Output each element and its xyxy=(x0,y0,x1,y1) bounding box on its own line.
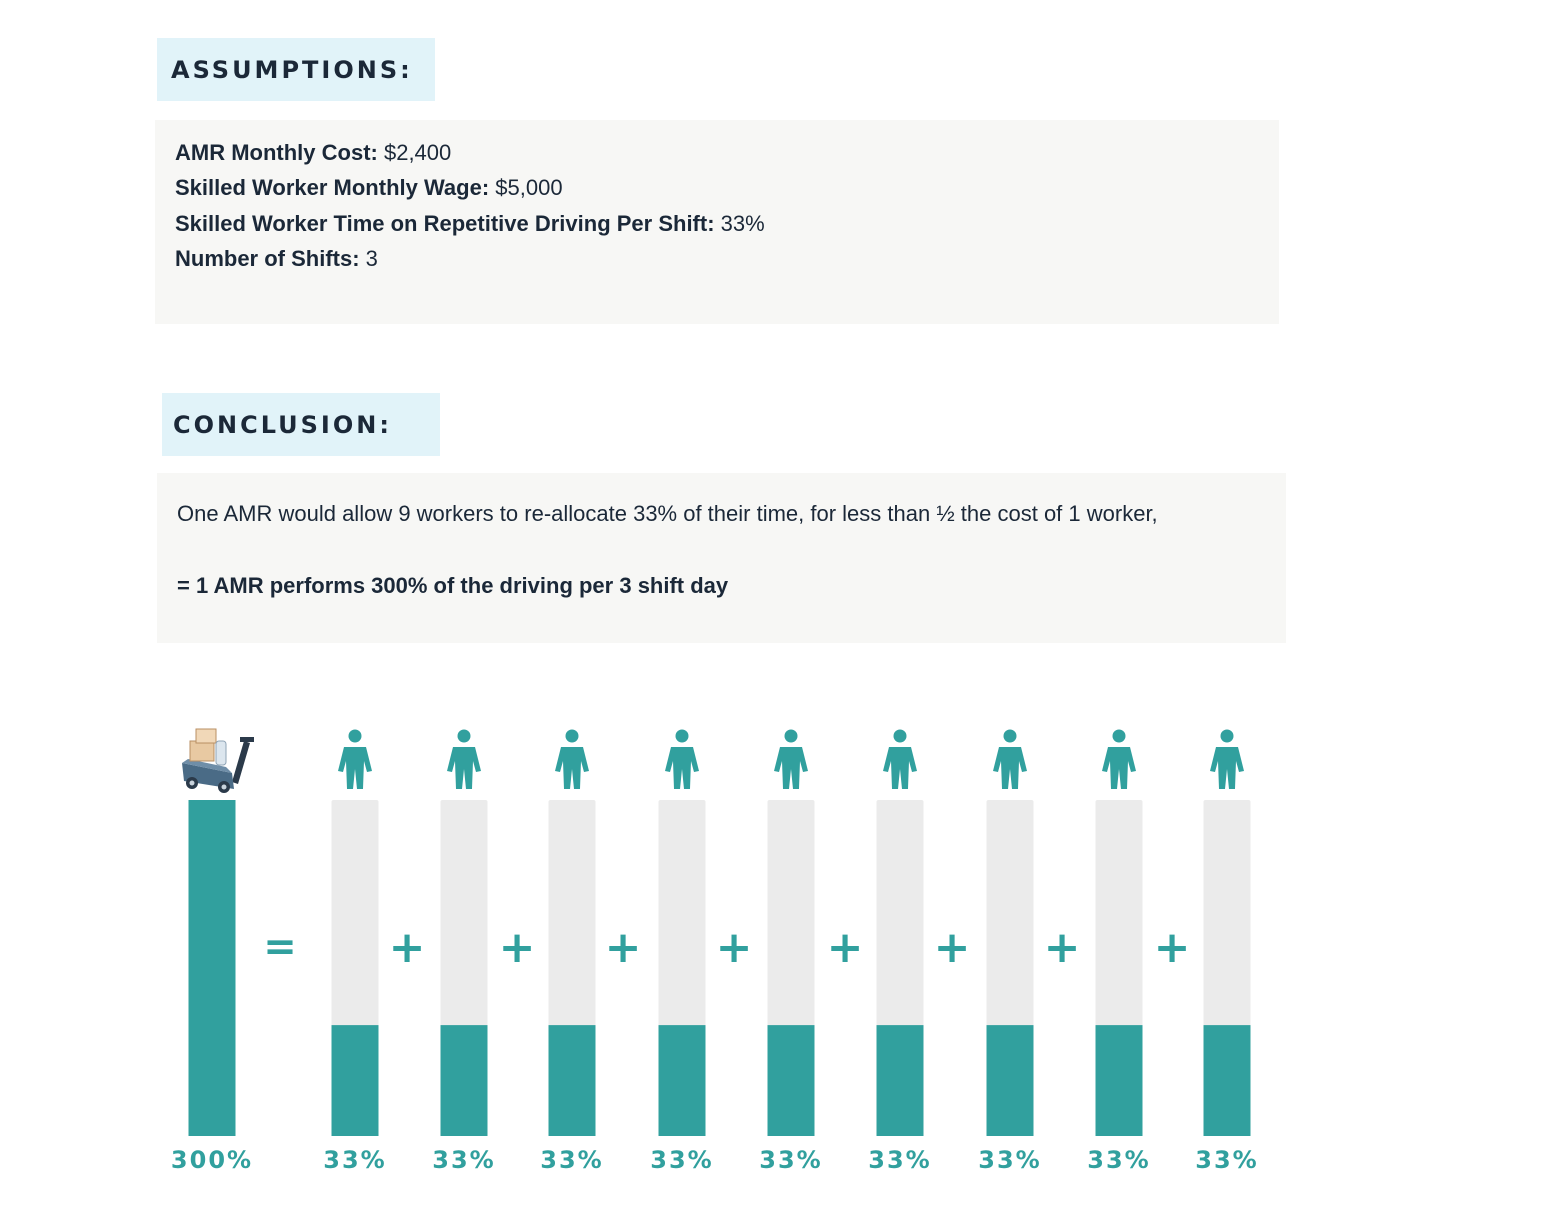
conclusion-title: CONCLUSION: xyxy=(173,410,392,439)
plus-sign: + xyxy=(499,922,536,973)
plus-sign: + xyxy=(716,922,753,973)
data-label-8: 33% xyxy=(1087,1146,1150,1174)
assumption-driving-time: Skilled Worker Time on Repetitive Drivin… xyxy=(175,211,765,237)
worker-icon xyxy=(555,729,589,789)
bar-worker-2 xyxy=(440,1025,488,1136)
assumption-value: $5,000 xyxy=(489,175,563,200)
worker-head xyxy=(675,729,689,743)
assumptions-panel: AMR Monthly Cost: $2,400 Skilled Worker … xyxy=(155,120,1279,324)
data-label-2: 33% xyxy=(432,1146,495,1174)
assumption-value: 3 xyxy=(359,246,378,271)
worker-body xyxy=(883,747,917,789)
conclusion-header: CONCLUSION: xyxy=(162,393,440,456)
worker-body xyxy=(1102,747,1136,789)
robot-hub xyxy=(221,784,227,790)
worker-body xyxy=(555,747,589,789)
bar-worker-9 xyxy=(1203,1025,1251,1136)
worker-head xyxy=(1112,729,1126,743)
conclusion-text: One AMR would allow 9 workers to re-allo… xyxy=(177,501,1158,526)
robot-canister xyxy=(215,740,227,766)
robot-handle xyxy=(232,741,250,784)
robot-grip xyxy=(240,737,254,742)
bar-amr xyxy=(188,800,236,1136)
assumptions-header: ASSUMPTIONS: xyxy=(157,38,435,101)
plus-sign: + xyxy=(605,922,642,973)
data-label-9: 33% xyxy=(1195,1146,1258,1174)
worker-icon xyxy=(1102,729,1136,789)
data-label-3: 33% xyxy=(540,1146,603,1174)
bar-worker-1 xyxy=(331,1025,379,1136)
bar-worker-8 xyxy=(1095,1025,1143,1136)
worker-head xyxy=(348,729,362,743)
worker-icon xyxy=(338,729,372,789)
assumptions-title: ASSUMPTIONS: xyxy=(171,55,413,84)
data-label-1: 33% xyxy=(323,1146,386,1174)
robot-box xyxy=(189,740,215,762)
conclusion-panel: One AMR would allow 9 workers to re-allo… xyxy=(157,473,1286,643)
plus-sign: + xyxy=(1044,922,1081,973)
worker-icon xyxy=(774,729,808,789)
plus-sign: + xyxy=(1154,922,1191,973)
data-label-4: 33% xyxy=(650,1146,713,1174)
bar-worker-3 xyxy=(548,1025,596,1136)
conclusion-result: = 1 AMR performs 300% of the driving per… xyxy=(177,573,729,598)
robot-deck xyxy=(182,759,232,773)
bar-worker-5 xyxy=(767,1025,815,1136)
plus-sign: + xyxy=(389,922,426,973)
worker-icon xyxy=(883,729,917,789)
worker-icon xyxy=(447,729,481,789)
worker-icon xyxy=(993,729,1027,789)
worker-body xyxy=(447,747,481,789)
assumption-value: 33% xyxy=(714,211,765,236)
robot-hub xyxy=(189,780,195,786)
worker-icon xyxy=(665,729,699,789)
worker-head xyxy=(1220,729,1234,743)
worker-body xyxy=(665,747,699,789)
data-label-5: 33% xyxy=(759,1146,822,1174)
plus-sign: + xyxy=(934,922,971,973)
plus-sign: + xyxy=(827,922,864,973)
worker-head xyxy=(893,729,907,743)
worker-body xyxy=(338,747,372,789)
assumption-label: Skilled Worker Time on Repetitive Drivin… xyxy=(175,211,715,236)
assumption-shifts: Number of Shifts: 3 xyxy=(175,246,378,272)
worker-head xyxy=(565,729,579,743)
worker-body xyxy=(993,747,1027,789)
data-label-7: 33% xyxy=(978,1146,1041,1174)
worker-icon xyxy=(1210,729,1244,789)
equals-sign: = xyxy=(263,924,297,970)
bar-worker-6 xyxy=(876,1025,924,1136)
assumption-worker-wage: Skilled Worker Monthly Wage: $5,000 xyxy=(175,175,563,201)
worker-head xyxy=(457,729,471,743)
data-label-0: 300% xyxy=(171,1146,253,1174)
worker-head xyxy=(1003,729,1017,743)
bar-worker-7 xyxy=(986,1025,1034,1136)
assumption-label: Skilled Worker Monthly Wage: xyxy=(175,175,490,200)
worker-head xyxy=(784,729,798,743)
amr-robot-icon xyxy=(182,728,254,793)
robot-box xyxy=(195,728,217,744)
bar-worker-4 xyxy=(658,1025,706,1136)
assumption-label: Number of Shifts: xyxy=(175,246,360,271)
worker-body xyxy=(774,747,808,789)
assumption-value: $2,400 xyxy=(377,140,452,165)
worker-body xyxy=(1210,747,1244,789)
data-label-6: 33% xyxy=(868,1146,931,1174)
assumption-label: AMR Monthly Cost: xyxy=(175,140,378,165)
assumption-amr-cost: AMR Monthly Cost: $2,400 xyxy=(175,140,451,166)
